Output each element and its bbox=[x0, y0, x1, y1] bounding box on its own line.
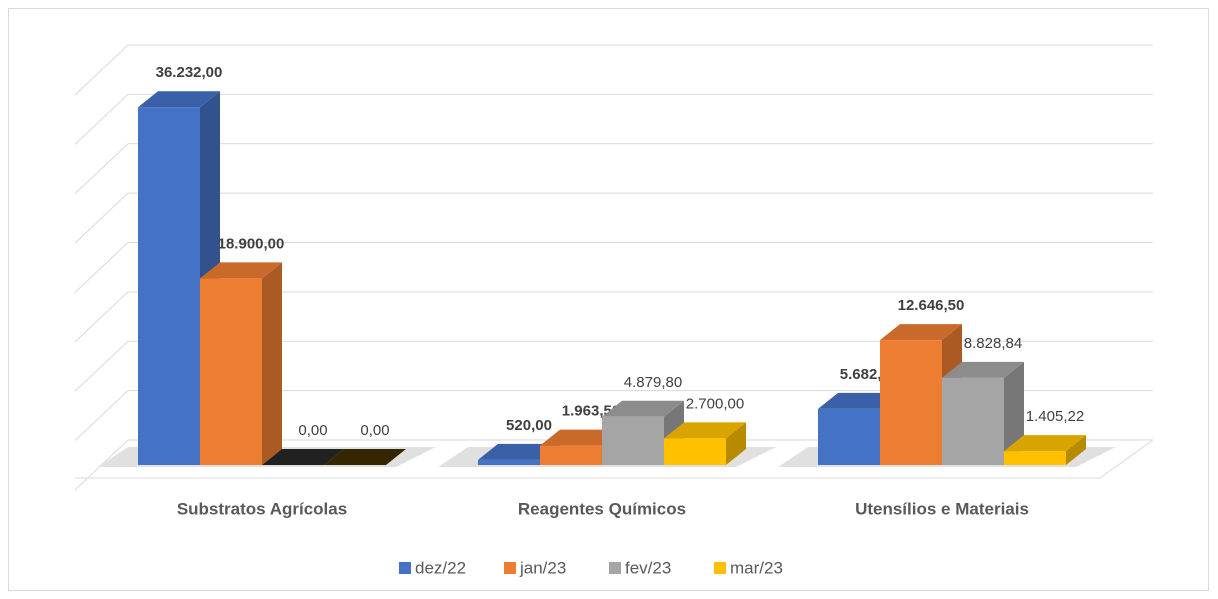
bar-top bbox=[478, 443, 560, 460]
bar bbox=[602, 416, 664, 465]
bar-top bbox=[942, 361, 1024, 378]
bar-top bbox=[138, 91, 220, 108]
bar bbox=[478, 459, 540, 465]
bar bbox=[1004, 451, 1066, 465]
x-tick-label: Utensílios e Materiais bbox=[855, 499, 1029, 518]
bar bbox=[664, 438, 726, 465]
bar-top bbox=[262, 449, 344, 465]
floor-edge bbox=[1099, 439, 1154, 479]
data-label: 36.232,00 bbox=[156, 64, 223, 81]
grid-line bbox=[74, 44, 129, 96]
bar-top bbox=[540, 429, 622, 446]
bar-top bbox=[324, 449, 406, 465]
data-label: 4.879,80 bbox=[624, 374, 682, 391]
bar-top bbox=[664, 422, 746, 439]
legend-swatch bbox=[504, 562, 516, 574]
bar-top bbox=[1004, 435, 1086, 452]
bar bbox=[138, 107, 200, 466]
bar-top bbox=[880, 324, 962, 341]
bar-top bbox=[818, 392, 900, 409]
legend-label: mar/23 bbox=[730, 558, 783, 577]
grid-line bbox=[74, 291, 129, 343]
x-tick-label: Reagentes Químicos bbox=[518, 499, 686, 518]
grid-line bbox=[74, 94, 129, 145]
data-label: 520,00 bbox=[506, 417, 552, 434]
grid-line bbox=[74, 192, 129, 244]
grid-line bbox=[74, 340, 129, 392]
data-label: 2.700,00 bbox=[686, 395, 744, 412]
grid-line bbox=[74, 242, 129, 293]
data-label: 0,00 bbox=[360, 422, 389, 439]
grid-line bbox=[74, 390, 129, 441]
bar bbox=[880, 340, 942, 465]
data-label: 12.646,50 bbox=[898, 297, 965, 314]
data-label: 1.405,22 bbox=[1026, 408, 1084, 425]
data-label: 8.828,84 bbox=[964, 335, 1022, 352]
legend-swatch bbox=[609, 562, 621, 574]
data-label: 0,00 bbox=[298, 422, 327, 439]
bar-side bbox=[262, 262, 282, 465]
bar bbox=[200, 278, 262, 465]
bar bbox=[818, 408, 880, 465]
x-tick-label: Substratos Agrícolas bbox=[177, 499, 347, 518]
data-label: 18.900,00 bbox=[218, 235, 285, 252]
bar-side bbox=[1066, 435, 1086, 465]
legend-label: fev/23 bbox=[625, 558, 671, 577]
legend-swatch bbox=[714, 562, 726, 574]
grid-line bbox=[74, 143, 129, 195]
bar-top bbox=[200, 262, 282, 279]
bar-side bbox=[726, 422, 746, 465]
bar bbox=[942, 377, 1004, 465]
legend-label: dez/22 bbox=[415, 558, 466, 577]
bar bbox=[540, 445, 602, 465]
legend-label: jan/23 bbox=[519, 558, 566, 577]
bar-top bbox=[602, 400, 684, 417]
legend-swatch bbox=[399, 562, 411, 574]
